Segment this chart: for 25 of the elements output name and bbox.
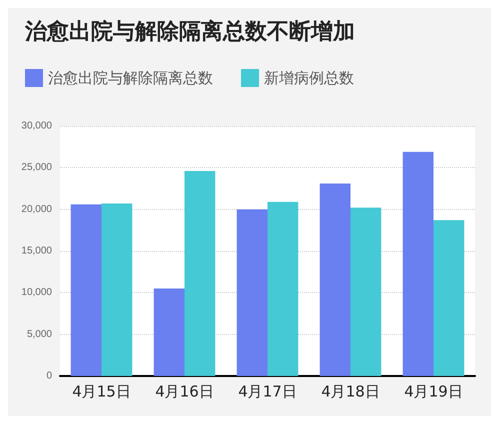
x-tick-label: 4月19日 [404,382,463,400]
y-tick-label: 0 [46,370,52,382]
y-tick-label: 15,000 [21,246,52,256]
y-tick-label: 25,000 [21,162,52,174]
x-tick-label: 4月17日 [238,382,297,400]
y-tick-label: 5,000 [26,328,52,340]
y-tick-label: 30,000 [21,120,52,132]
bar [102,204,132,376]
legend-label: 新增病例总数 [264,69,354,87]
bar [402,152,434,376]
bar [268,202,298,376]
x-tick-label: 4月16日 [155,382,214,400]
y-tick-label: 20,000 [21,204,52,215]
chart-title: 治愈出院与解除隔离总数不断增加 [24,18,355,44]
bar [70,204,102,376]
bar [154,288,184,376]
bar [350,208,382,376]
x-tick-label: 4月15日 [72,382,131,400]
bar [184,171,216,376]
legend-label: 治愈出院与解除隔离总数 [48,69,213,87]
bar [320,184,350,376]
x-tick-label: 4月18日 [321,382,380,400]
y-tick-label: 10,000 [21,287,52,298]
bar [236,209,268,376]
bar [434,220,464,376]
